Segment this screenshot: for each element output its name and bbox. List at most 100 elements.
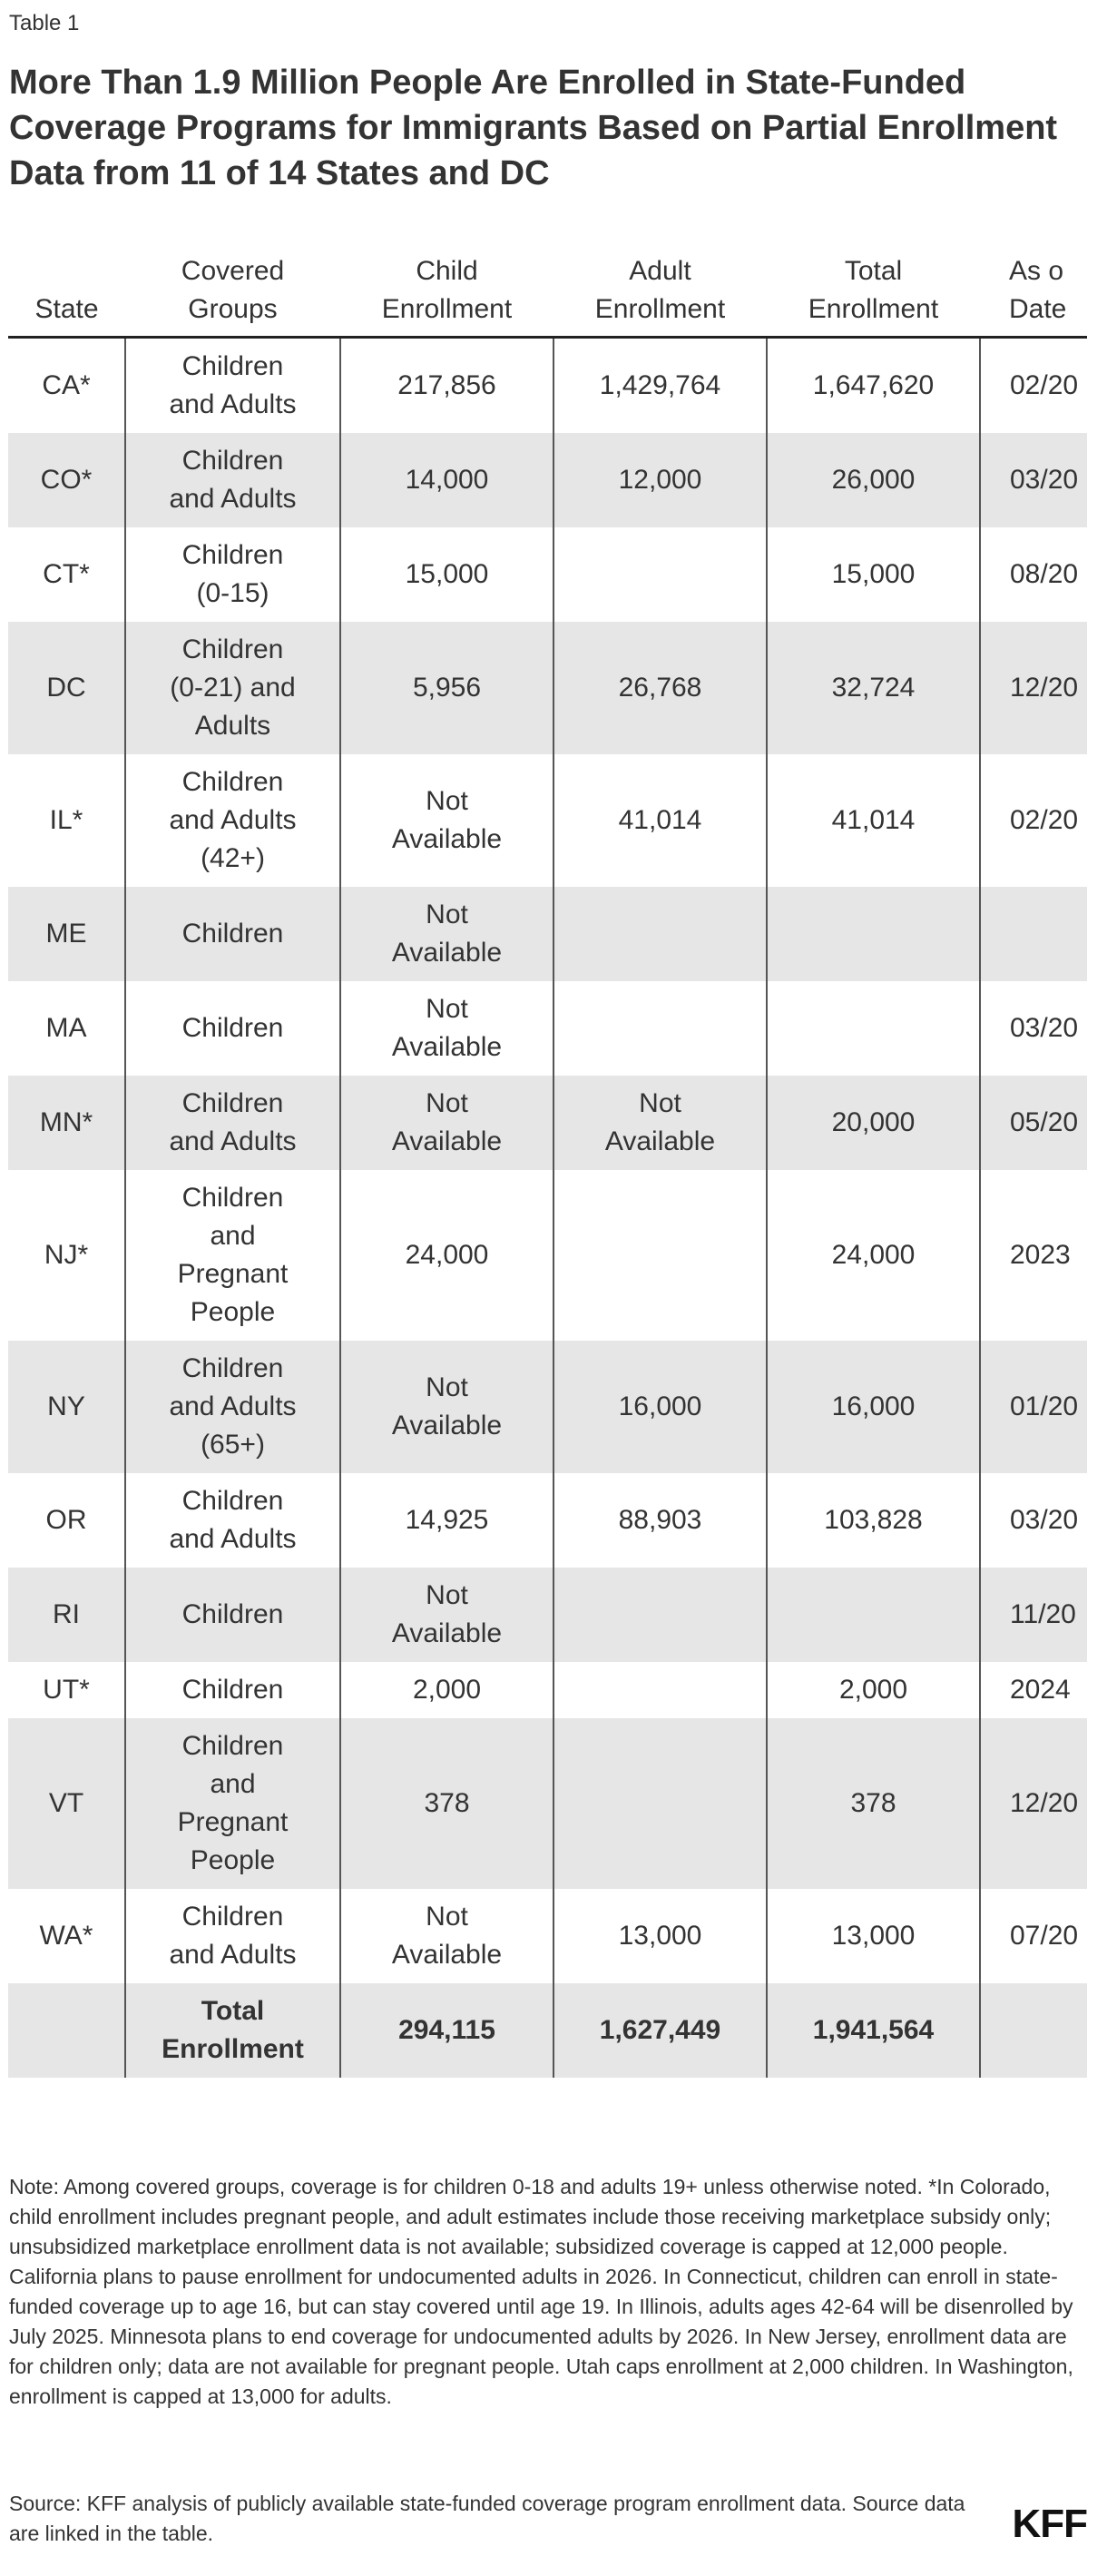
table-cell: 12/20 bbox=[979, 622, 1087, 754]
table-cell: 07/20 bbox=[979, 1889, 1087, 1983]
table-cell: 294,115 bbox=[339, 1983, 554, 2078]
table-title: More Than 1.9 Million People Are Enrolle… bbox=[9, 64, 1058, 192]
table-cell bbox=[979, 1983, 1087, 2078]
table-cell: 03/20 bbox=[979, 433, 1087, 527]
table-cell bbox=[8, 1983, 125, 2078]
table-row: RI Children Not Available 11/20 bbox=[8, 1568, 1087, 1662]
table-cell: 13,000 bbox=[553, 1889, 767, 1983]
table-cell: 16,000 bbox=[553, 1341, 767, 1473]
table-row: ME Children Not Available bbox=[8, 887, 1087, 981]
table-cell: 15,000 bbox=[766, 527, 980, 622]
logo: KFF bbox=[1012, 2502, 1088, 2546]
table-cell: 14,925 bbox=[339, 1473, 554, 1568]
table-row: CA* Children and Adults 217,856 1,429,764 1,… bbox=[8, 337, 1087, 433]
table-cell: CT* bbox=[43, 559, 90, 589]
table-cell: CA* bbox=[42, 370, 91, 400]
table-cell: Children and Adults bbox=[124, 433, 340, 527]
table-cell: 1,429,764 bbox=[553, 337, 767, 433]
table-cell: Not Available bbox=[339, 1076, 554, 1170]
table-cell bbox=[766, 1568, 980, 1662]
table-row: Total Enrollment 294,115 1,627,449 1,941,56… bbox=[8, 1983, 1087, 2078]
table-cell: 01/20 bbox=[979, 1341, 1087, 1473]
table-row: CO* Children and Adults 14,000 12,000 26,000… bbox=[8, 433, 1087, 527]
table-cell: 20,000 bbox=[766, 1076, 980, 1170]
table-cell: 14,000 bbox=[339, 433, 554, 527]
table-cell: Not Available bbox=[553, 1076, 767, 1170]
table-label: Table 1 bbox=[9, 11, 80, 35]
table-cell: Not Available bbox=[339, 1889, 554, 1983]
table-cell: Not Available bbox=[339, 887, 554, 981]
source: Source: KFF analysis of publicly availab… bbox=[9, 2492, 965, 2545]
table-cell: 2023 bbox=[979, 1170, 1087, 1341]
table-cell bbox=[553, 1568, 767, 1662]
table-cell: VT bbox=[8, 1718, 125, 1889]
table-cell: 1,627,449 bbox=[553, 1983, 767, 2078]
table-cell: OR bbox=[45, 1505, 87, 1535]
table-cell: IL* bbox=[49, 805, 83, 835]
table-cell: 26,768 bbox=[553, 622, 767, 754]
table-row: UT* Children 2,000 2,000 2024 bbox=[8, 1662, 1087, 1718]
table-cell: 378 bbox=[766, 1718, 980, 1889]
table-cell: 12,000 bbox=[553, 433, 767, 527]
table-row: OR Children and Adults 14,925 88,903 103,828… bbox=[8, 1473, 1087, 1568]
table-cell: WA* bbox=[39, 1921, 93, 1951]
table-cell: Not Available bbox=[339, 981, 554, 1076]
table-cell: 32,724 bbox=[766, 622, 980, 754]
table-cell: 15,000 bbox=[339, 527, 554, 622]
table-cell: UT* bbox=[43, 1675, 90, 1705]
table-row: CT* Children (0-15) 15,000 15,000 08/20 bbox=[8, 527, 1087, 622]
table-cell: Children bbox=[124, 981, 340, 1076]
table-cell: 13,000 bbox=[766, 1889, 980, 1983]
table-cell: RI bbox=[8, 1568, 125, 1662]
header-row: State Covered Groups Child Enrollment Adult… bbox=[8, 243, 1087, 339]
table-cell: 24,000 bbox=[766, 1170, 980, 1341]
table-cell: Children and Adults (65+) bbox=[124, 1341, 340, 1473]
table-cell: NY bbox=[8, 1341, 125, 1473]
table-row: MN* Children and Adults Not Available Not A… bbox=[8, 1076, 1087, 1170]
table-cell: MA bbox=[45, 1013, 87, 1043]
table-cell bbox=[553, 1662, 767, 1718]
table-cell: Children and Pregnant People bbox=[124, 1170, 340, 1341]
table-cell bbox=[553, 981, 767, 1076]
table-cell bbox=[766, 981, 980, 1076]
table-cell: 378 bbox=[339, 1718, 554, 1889]
table-cell: 03/20 bbox=[979, 1473, 1087, 1568]
table-cell: Children and Pregnant People bbox=[124, 1718, 340, 1889]
table-cell: 05/20 bbox=[979, 1076, 1087, 1170]
table-cell: Not Available bbox=[339, 1341, 554, 1473]
table-cell: Children and Adults bbox=[124, 337, 340, 433]
table-cell: 217,856 bbox=[339, 337, 554, 433]
table-cell: 1,647,620 bbox=[766, 337, 980, 433]
table-cell: 2024 bbox=[979, 1662, 1087, 1718]
table-row: WA* Children and Adults Not Available 13,00… bbox=[8, 1889, 1087, 1983]
table-cell: Children bbox=[124, 887, 340, 981]
table-cell bbox=[553, 1718, 767, 1889]
table-cell: 5,956 bbox=[339, 622, 554, 754]
table-row: MA Children Not Available 03/20 bbox=[8, 981, 1087, 1076]
table-cell: DC bbox=[8, 622, 125, 754]
table-body: CA* Children and Adults 217,856 1,429,764 1,… bbox=[8, 337, 1087, 2078]
table-cell bbox=[766, 887, 980, 981]
table-cell: Children and Adults bbox=[124, 1889, 340, 1983]
table-cell: 103,828 bbox=[766, 1473, 980, 1568]
table-cell bbox=[553, 527, 767, 622]
table-row: DC Children (0-21) and Adults 5,956 26,768 3… bbox=[8, 622, 1087, 754]
table-cell: Children and Adults bbox=[124, 1473, 340, 1568]
table-cell: Not Available bbox=[339, 1568, 554, 1662]
table-row: VT Children and Pregnant People 378 378 12/2… bbox=[8, 1718, 1087, 1889]
table-cell: 41,014 bbox=[766, 754, 980, 887]
column-header: State bbox=[8, 243, 125, 339]
table-row: IL* Children and Adults (42+) Not Availabl… bbox=[8, 754, 1087, 887]
table-cell: 08/20 bbox=[979, 527, 1087, 622]
table-cell: MN* bbox=[8, 1076, 125, 1170]
table-cell: 24,000 bbox=[339, 1170, 554, 1341]
table-cell bbox=[979, 887, 1087, 981]
table-cell: Total Enrollment bbox=[124, 1983, 340, 2078]
table-cell: 2,000 bbox=[339, 1662, 554, 1718]
table-cell: Children bbox=[124, 1568, 340, 1662]
table-cell: 88,903 bbox=[553, 1473, 767, 1568]
column-header: Total Enrollment bbox=[767, 243, 980, 339]
table-cell: Children and Adults bbox=[124, 1076, 340, 1170]
table-cell: ME bbox=[8, 887, 125, 981]
